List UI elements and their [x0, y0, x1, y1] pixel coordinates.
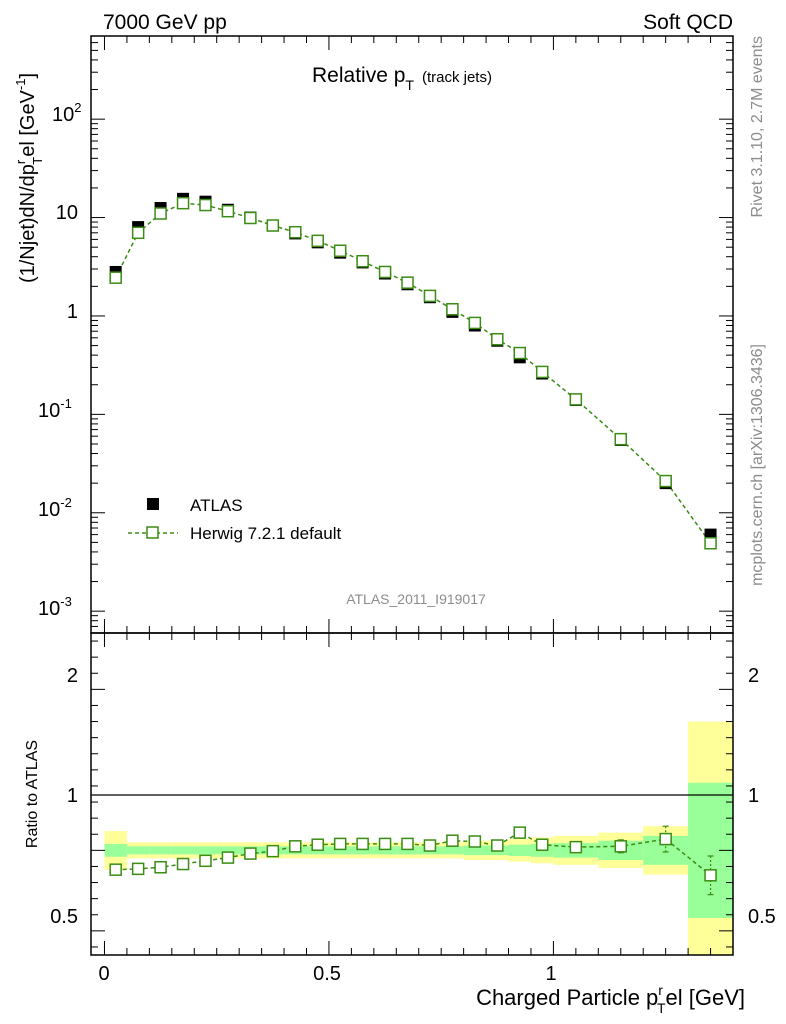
ratio-data-point [333, 837, 347, 851]
legend: ATLAS Herwig 7.2.1 default [128, 496, 341, 543]
ratio-y-tick-label: 0.5 [50, 906, 78, 928]
mc-data-point [659, 474, 672, 488]
legend-data-marker [147, 498, 159, 510]
uncertainty-band-inner [463, 845, 487, 856]
legend-mc-label: Herwig 7.2.1 default [190, 524, 341, 543]
ratio-data-point [659, 832, 672, 846]
ratio-data-point [535, 838, 549, 851]
ratio-data-point [221, 851, 235, 864]
uncertainty-band-inner [216, 846, 240, 855]
ratio-y-axis-title: Ratio to ATLAS [24, 740, 41, 848]
mc-data-point [311, 234, 324, 248]
ratio-plot-frame [90, 632, 734, 956]
mc-data-point [614, 432, 628, 446]
x-tick-label: 0 [98, 963, 109, 985]
main-y-tick-labels: 10-3 10-2 10-1 1 10 102 [38, 100, 81, 620]
uncertainty-band-inner [149, 846, 172, 855]
ratio-data-point [356, 837, 369, 851]
uncertainty-band-inner [194, 846, 217, 855]
uncertainty-band-inner [328, 846, 352, 855]
ratio-data-point [513, 826, 526, 839]
ratio-data-point [378, 837, 392, 851]
legend-mc-marker [146, 526, 159, 539]
ratio-data-point [109, 863, 122, 876]
uncertainty-band-inner [396, 846, 419, 855]
mc-data-point [289, 225, 302, 239]
uncertainty-band-inner [508, 844, 531, 856]
mc-data-point [446, 303, 459, 316]
ratio-data-point [154, 861, 167, 874]
mc-data-point [569, 393, 583, 406]
ratio-data-point [491, 839, 504, 852]
y-tick-label: 10 [56, 202, 78, 224]
side-label-rivet: Rivet 3.1.10, 2.7M events [749, 36, 766, 217]
header-category: Soft QCD [643, 11, 733, 34]
side-label-mcplots: mcplots.cern.ch [arXiv:1306.3436] [749, 344, 766, 586]
mc-data-point [423, 289, 437, 303]
mc-data-point [176, 196, 190, 210]
ratio-data-point [199, 854, 212, 868]
ratio-data-point [311, 838, 324, 851]
mc-data-point [468, 316, 482, 330]
mc-data-point [199, 198, 212, 212]
mc-data-point [535, 365, 549, 379]
x-axis-title: Charged Particle pr Tel [GeV] [476, 982, 745, 1016]
ratio-data-point [446, 834, 459, 847]
plot-title: Relative pT (track jets) [312, 64, 492, 93]
mc-data-point [221, 204, 235, 218]
ratio-data-point [244, 847, 257, 860]
ratio-data-point [266, 844, 280, 858]
mc-data-point [704, 537, 717, 550]
y-tick-label: 10-2 [38, 495, 72, 521]
ratio-data-point [704, 869, 717, 882]
ratio-data-point [289, 840, 302, 853]
x-tick-label: 0.5 [313, 963, 341, 985]
mc-data-point [333, 244, 347, 257]
ratio-data-point [468, 835, 482, 848]
header-collision: 7000 GeV pp [103, 11, 227, 34]
mc-data-point [378, 265, 392, 279]
y-tick-label: 10-3 [38, 594, 72, 620]
mc-data-point [131, 226, 145, 240]
legend-data-label: ATLAS [190, 496, 243, 515]
ratio-data-point [176, 857, 190, 871]
y-tick-label: 1 [67, 301, 78, 323]
ratio-y-tick-label: 2 [67, 665, 78, 687]
main-y-axis-title: (1/Njet)dN/dpr Tel [GeV-1] [13, 73, 45, 283]
y-tick-label: 102 [52, 100, 81, 126]
ratio-data-point [423, 839, 437, 852]
main-panel: Relative pT (track jets) ATLAS_2011_I9190… [13, 35, 734, 634]
ratio-y-tick-label-right: 2 [748, 665, 759, 687]
ratio-data-point [131, 862, 145, 876]
mc-data-point [401, 276, 414, 289]
y-tick-label: 10-1 [38, 396, 72, 422]
uncertainty-band-inner [171, 846, 195, 855]
uncertainty-band-inner [126, 846, 150, 855]
uncertainty-band-inner [351, 846, 374, 855]
mc-data-point [266, 219, 280, 232]
mc-data-point [491, 332, 504, 346]
uncertainty-band-inner [104, 843, 127, 857]
mc-data-point [244, 211, 257, 225]
mc-data-point [513, 346, 526, 360]
ratio-y-tick-label-right: 0.5 [748, 906, 776, 928]
mc-data-point [356, 254, 369, 268]
ratio-data-point [614, 840, 628, 853]
ratio-data-point [401, 837, 414, 851]
uncertainty-band-inner [373, 846, 397, 855]
x-tick-label: 1 [545, 963, 556, 985]
analysis-watermark: ATLAS_2011_I919017 [346, 591, 486, 607]
mc-series-line [115, 202, 712, 544]
main-plot-frame [90, 35, 734, 634]
uncertainty-band-inner [441, 846, 464, 855]
mc-data-point [109, 271, 122, 284]
ratio-data-point [569, 840, 583, 854]
mc-data-point [154, 207, 167, 220]
ratio-panel: 0.5 1 2 0.5 1 2 Ratio to ATLAS 0 0.5 1 C… [24, 632, 776, 1016]
ratio-y-tick-label: 1 [67, 785, 78, 807]
ratio-y-tick-label-right: 1 [748, 785, 759, 807]
